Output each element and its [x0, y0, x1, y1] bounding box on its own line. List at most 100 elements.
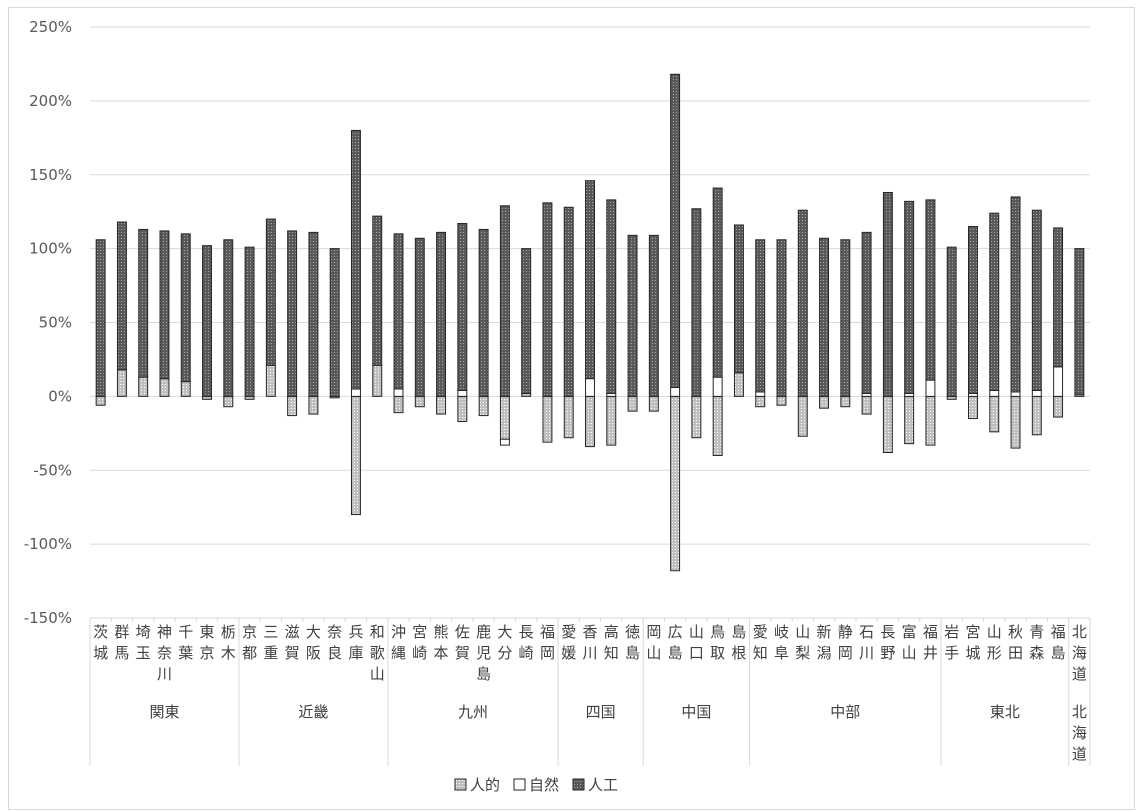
- category-label: 賀: [455, 644, 470, 662]
- category-label: 奈: [157, 644, 172, 662]
- bar-segment: [968, 225, 978, 394]
- category-label: 北: [1072, 623, 1087, 641]
- category-label: 佐: [455, 623, 470, 641]
- bar-segment: [776, 239, 787, 397]
- bar-segment: [776, 395, 787, 406]
- bar-segment: [797, 395, 808, 437]
- category-label: 阜: [774, 644, 789, 662]
- bar-segment: [116, 369, 127, 397]
- category-label: 鳥: [710, 623, 725, 641]
- bar-segment: [925, 395, 936, 446]
- y-tick-label: 250%: [29, 18, 72, 36]
- category-label: 川: [859, 644, 874, 662]
- category-label: 秋: [1008, 623, 1023, 641]
- category-label: 滋: [285, 623, 300, 641]
- bar-segment: [819, 237, 830, 397]
- bar-segment: [712, 187, 723, 378]
- y-tick-label: 150%: [29, 166, 72, 184]
- category-label: 大: [306, 623, 321, 641]
- bar-segment: [436, 231, 447, 397]
- bar-segment: [542, 202, 553, 397]
- category-label: 宮: [412, 623, 427, 641]
- category-label: 庫: [348, 644, 363, 662]
- y-tick-label: -50%: [33, 461, 72, 479]
- category-label: 福: [1051, 623, 1066, 641]
- bar-segment: [1010, 196, 1021, 393]
- bar-segment: [372, 215, 383, 366]
- bar-segment: [499, 438, 510, 446]
- category-label: 川: [582, 644, 597, 662]
- category-label: 取: [710, 644, 725, 662]
- category-label: 崎: [412, 644, 427, 662]
- category-label: 城: [965, 644, 980, 662]
- category-label: 山: [646, 644, 661, 662]
- category-label: 島: [1051, 644, 1066, 662]
- category-label: 山: [987, 623, 1002, 641]
- legend-swatch: [572, 778, 585, 791]
- bar-segment: [393, 388, 404, 397]
- bar-segment: [925, 199, 936, 381]
- bar-segment: [329, 248, 340, 397]
- category-label: 宮: [965, 623, 980, 641]
- bar-segment: [989, 395, 1000, 433]
- bar-segment: [244, 246, 255, 397]
- bar-segment: [372, 364, 383, 397]
- category-label: 山: [795, 623, 810, 641]
- category-label: 愛: [561, 623, 576, 641]
- category-label: 岐: [774, 623, 789, 641]
- y-tick-label: 100%: [29, 240, 72, 258]
- category-label: 群: [114, 623, 129, 641]
- category-label: 川: [157, 665, 172, 683]
- category-label: 新: [817, 623, 832, 641]
- category-label: 福: [923, 623, 938, 641]
- category-label: 徳: [625, 623, 640, 641]
- bar-segment: [180, 233, 191, 383]
- category-label: 森: [1029, 644, 1044, 662]
- bar-segment: [606, 395, 617, 446]
- bar-segment: [350, 388, 361, 397]
- y-tick-label: -100%: [24, 535, 72, 553]
- category-label: 口: [689, 644, 704, 662]
- category-label: 分: [497, 644, 512, 662]
- category-label: 玉: [136, 644, 151, 662]
- bar-segment: [436, 395, 447, 415]
- bar-segment: [925, 379, 936, 397]
- category-label: 鹿: [476, 623, 491, 641]
- group-label: 北: [1072, 703, 1087, 721]
- category-label: 野: [880, 644, 895, 662]
- bar-segment: [1031, 395, 1042, 436]
- category-label: 富: [902, 623, 917, 641]
- bar-segment: [350, 395, 361, 516]
- bar-segment: [733, 224, 744, 374]
- y-tick-label: -150%: [24, 609, 72, 627]
- category-label: 熊: [434, 623, 449, 641]
- group-label: 近畿: [298, 703, 328, 721]
- category-label: 島: [625, 644, 640, 662]
- bar-segment: [1010, 395, 1021, 449]
- bar-segment: [542, 395, 553, 443]
- category-label: 岩: [944, 623, 959, 641]
- group-label: 中部: [830, 703, 860, 721]
- category-label: 長: [880, 623, 895, 641]
- bar-segment: [989, 212, 1000, 391]
- bar-segment: [585, 395, 595, 448]
- bar-segment: [116, 221, 127, 371]
- category-label: 重: [263, 644, 278, 662]
- bar-segment: [946, 246, 957, 397]
- category-label: 馬: [114, 644, 129, 662]
- category-label: 木: [221, 644, 236, 662]
- category-label: 和: [370, 623, 385, 641]
- group-label: 中国: [681, 703, 711, 721]
- bar-segment: [265, 218, 276, 366]
- bar-segment: [1031, 389, 1042, 397]
- bar-segment: [521, 248, 532, 394]
- category-label: 梨: [795, 644, 810, 662]
- category-label: 井: [923, 644, 938, 662]
- group-label: 道: [1072, 745, 1087, 763]
- bar-segment: [308, 231, 319, 397]
- bar-segment: [138, 376, 149, 397]
- bar-segment: [308, 395, 319, 415]
- bar-segment: [223, 395, 234, 408]
- legend-swatch: [454, 778, 467, 791]
